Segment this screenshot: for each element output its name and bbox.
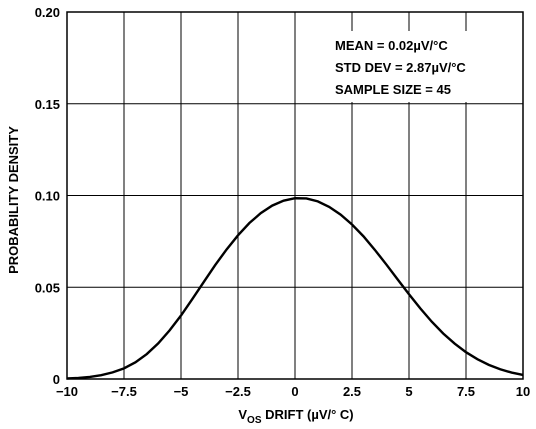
annotation-sample-size: SAMPLE SIZE = 45: [335, 82, 451, 97]
x-tick-label: 10: [516, 384, 530, 399]
y-tick-label: 0.10: [35, 189, 60, 204]
y-tick-labels: 0 0.05 0.10 0.15 0.20: [35, 5, 60, 387]
plot-frame: [66, 11, 524, 380]
y-axis-title: PROBABILITY DENSITY: [6, 126, 21, 274]
x-tick-label: −2.5: [225, 384, 251, 399]
y-tick-label: 0.05: [35, 280, 60, 295]
distribution-curve: [66, 197, 524, 380]
y-tick-label: 0: [53, 372, 60, 387]
annotation-std-dev: STD DEV = 2.87µV/°C: [335, 60, 466, 75]
x-tick-label: −10: [56, 384, 78, 399]
x-axis-title: VOS DRIFT (µV/° C): [238, 407, 353, 426]
x-tick-label: −7.5: [111, 384, 137, 399]
x-axis-title-rest: DRIFT (µV/° C): [262, 407, 354, 422]
x-tick-label: −5: [174, 384, 189, 399]
y-tick-label: 0.15: [35, 97, 60, 112]
x-tick-label: 7.5: [457, 384, 475, 399]
x-tick-label: 0: [291, 384, 298, 399]
x-tick-label: 5: [405, 384, 412, 399]
x-axis-title-main: V: [238, 407, 247, 422]
x-axis-title-subscript: OS: [247, 415, 262, 426]
stats-annotation: MEAN = 0.02µV/°C STD DEV = 2.87µV/°C SAM…: [326, 31, 506, 102]
x-tick-label: 2.5: [343, 384, 361, 399]
y-tick-label: 0.20: [35, 5, 60, 20]
annotation-mean: MEAN = 0.02µV/°C: [335, 38, 448, 53]
x-tick-labels: −10 −7.5 −5 −2.5 0 2.5 5 7.5 10: [56, 384, 530, 399]
